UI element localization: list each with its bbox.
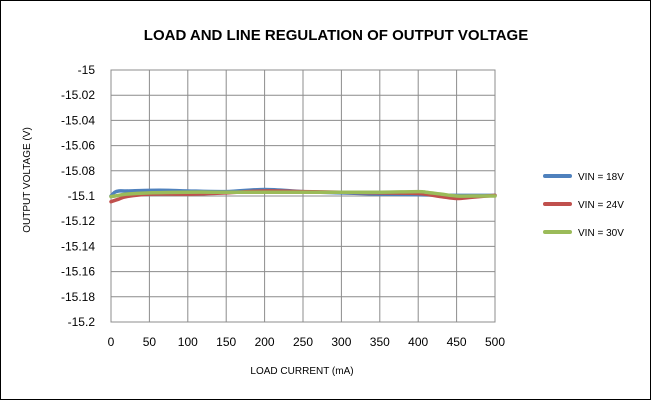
y-tick-label: -15.02 — [61, 88, 95, 102]
x-axis-title: LOAD CURRENT (mA) — [250, 366, 353, 377]
x-tick-label: 500 — [485, 335, 505, 349]
legend-label-3: VIN = 30V — [578, 228, 624, 239]
y-tick-label: -15.12 — [61, 214, 95, 228]
y-tick-label: -15.04 — [61, 113, 95, 127]
x-tick-label: 50 — [143, 335, 157, 349]
series-line-3 — [109, 189, 497, 199]
legend-label-2: VIN = 24V — [578, 200, 624, 211]
y-tick-label: -15.08 — [61, 164, 95, 178]
x-tick-label: 350 — [370, 335, 390, 349]
x-tick-label: 450 — [447, 335, 467, 349]
y-tick-label: -15.2 — [68, 315, 96, 329]
y-axis-title: OUTPUT VOLTAGE (V) — [22, 127, 33, 233]
x-tick-label: 200 — [255, 335, 275, 349]
y-tick-label: -15 — [78, 63, 96, 77]
y-tick-label: -15.16 — [61, 265, 95, 279]
x-tick-label: 100 — [178, 335, 198, 349]
x-tick-label: 400 — [408, 335, 428, 349]
series-lines — [109, 187, 497, 204]
y-tick-label: -15.06 — [61, 139, 95, 153]
tick-labels: 0 50 100 150 200 250 300 350 400 450 500 -15 -15.02 -… — [61, 63, 505, 349]
x-tick-label: 300 — [331, 335, 351, 349]
x-tick-label: 150 — [216, 335, 236, 349]
y-tick-label: -15.18 — [61, 290, 95, 304]
x-tick-label: 0 — [108, 335, 115, 349]
legend: VIN = 18V VIN = 24V VIN = 30V — [543, 172, 624, 239]
y-tick-label: -15.14 — [61, 239, 95, 253]
y-tick-label: -15.1 — [68, 189, 96, 203]
x-tick-label: 250 — [293, 335, 313, 349]
legend-label-1: VIN = 18V — [578, 172, 624, 183]
chart-title: LOAD AND LINE REGULATION OF OUTPUT VOLTA… — [144, 27, 528, 44]
